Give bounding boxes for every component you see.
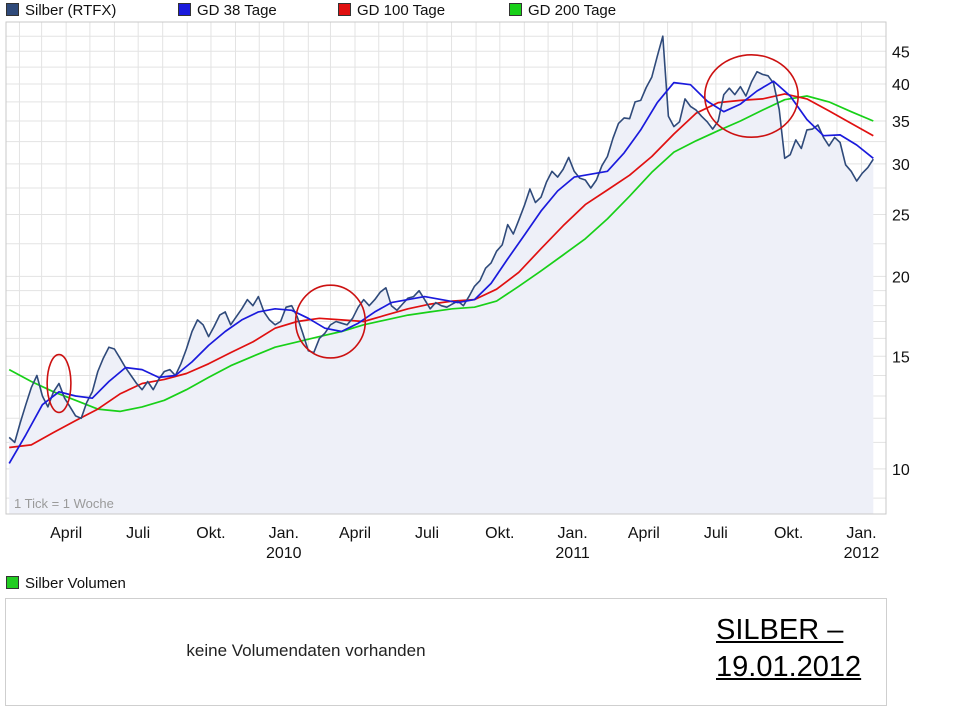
legend-swatch-gd200 [509,3,522,16]
annotation-circle-2 [294,284,367,359]
legend-swatch-silber [6,3,19,16]
series-line-silber [8,35,874,444]
legend-item-gd200[interactable]: GD 200 Tage [509,2,616,19]
y-tick-label: 20 [892,269,910,286]
chart-series [8,35,874,464]
chart-date-stamp: SILBER – 19.01.2012 [716,612,861,686]
tick-note: 1 Tick = 1 Woche [14,496,114,511]
x-tick-label: Jan. [269,525,299,542]
y-tick-label: 40 [892,77,910,94]
y-tick-label: 35 [892,114,910,131]
chart-axes: 10 15 20 25 30 35 40 45 April Juli Okt. Jan. 2010 Apr… [50,44,910,562]
x-tick-label: Juli [704,525,728,542]
volume-panel: keine Volumendaten vorhanden [5,598,887,706]
y-tick-label: 30 [892,157,910,174]
legend-swatch-gd100 [338,3,351,16]
x-tick-label: Okt. [196,525,225,542]
series-line-gd200 [8,95,874,413]
price-area-fill [9,36,874,514]
y-tick-label: 45 [892,44,910,61]
annotation-circles [46,54,799,414]
legend-item-gd38[interactable]: GD 38 Tage [178,2,277,19]
y-tick-label: 15 [892,349,910,366]
volume-empty-message: keine Volumendaten vorhanden [186,641,426,660]
x-tick-label: Juli [126,525,150,542]
x-tick-label: April [50,525,82,542]
y-tick-label: 25 [892,207,910,224]
legend-label-gd38: GD 38 Tage [197,2,277,19]
price-chart: 10 15 20 25 30 35 40 45 April Juli Okt. Jan. 2010 Apr… [5,21,910,562]
series-line-gd100 [9,93,874,449]
x-tick-year: 2012 [844,545,880,562]
plot-frame [5,21,887,515]
annotation-circle-1 [46,353,72,414]
annotation-circle-3 [703,54,799,139]
series-line-gd38 [8,80,874,464]
x-tick-year: 2010 [266,545,302,562]
volume-legend-swatch [6,576,19,589]
x-tick-label: Jan. [846,525,876,542]
legend-item-silber[interactable]: Silber (RTFX) [6,2,116,19]
legend-label-gd100: GD 100 Tage [357,2,446,19]
x-tick-label: Jan. [557,525,587,542]
y-tick-label: 10 [892,462,910,479]
stamp-line-1: SILBER – [716,614,844,646]
legend-label-silber: Silber (RTFX) [25,2,117,19]
x-tick-label: April [339,525,371,542]
volume-legend-label: Silber Volumen [25,575,126,592]
legend-label-gd200: GD 200 Tage [528,2,617,19]
volume-legend[interactable]: Silber Volumen [6,575,126,592]
legend-item-gd100[interactable]: GD 100 Tage [338,2,445,19]
x-tick-label: April [628,525,660,542]
legend-swatch-gd38 [178,3,191,16]
x-tick-label: Okt. [485,525,514,542]
stamp-line-2: 19.01.2012 [716,651,862,683]
x-tick-label: Okt. [774,525,803,542]
x-tick-label: Juli [415,525,439,542]
x-tick-year: 2011 [555,545,590,562]
